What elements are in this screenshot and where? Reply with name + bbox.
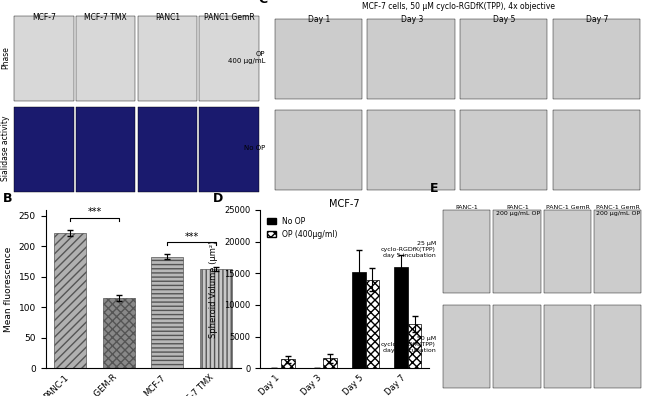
FancyBboxPatch shape (275, 19, 362, 99)
Text: D: D (213, 192, 223, 205)
Bar (365, 280, 379, 368)
FancyBboxPatch shape (544, 305, 591, 388)
FancyBboxPatch shape (544, 209, 591, 293)
Text: PANC-1 GemR: PANC-1 GemR (546, 205, 590, 210)
Bar (55, 233, 86, 368)
Y-axis label: Mean fluorescence: Mean fluorescence (4, 246, 13, 332)
Bar (103, 298, 135, 368)
FancyBboxPatch shape (594, 209, 642, 293)
Bar (395, 267, 408, 368)
Text: ***: *** (185, 232, 199, 242)
FancyBboxPatch shape (443, 209, 490, 293)
FancyBboxPatch shape (460, 19, 547, 99)
Bar (324, 358, 337, 368)
Bar (200, 269, 231, 368)
Text: C: C (258, 0, 267, 6)
Text: 50 µM
cyclo-RGDfK(TPP)
day 5 incubation: 50 µM cyclo-RGDfK(TPP) day 5 incubation (381, 336, 436, 353)
FancyBboxPatch shape (443, 305, 490, 388)
FancyBboxPatch shape (493, 305, 541, 388)
Text: B: B (3, 192, 12, 205)
FancyBboxPatch shape (138, 15, 197, 101)
FancyBboxPatch shape (14, 107, 73, 192)
Text: PANC-1
200 µg/mL OP: PANC-1 200 µg/mL OP (495, 205, 540, 215)
Text: No OP: No OP (244, 145, 266, 152)
Text: Day 1: Day 1 (308, 15, 330, 24)
Text: Phase: Phase (1, 46, 10, 69)
FancyBboxPatch shape (200, 15, 259, 101)
Text: PANC1: PANC1 (155, 13, 180, 22)
Bar (281, 360, 294, 368)
Title: MCF-7 cells, 50 µM cyclo-RGDfK(TPP), 4x objective: MCF-7 cells, 50 µM cyclo-RGDfK(TPP), 4x … (362, 2, 554, 11)
Bar (151, 257, 183, 368)
Text: Day 7: Day 7 (586, 15, 608, 24)
Text: PANC-1 GemR
200 µg/mL OP: PANC-1 GemR 200 µg/mL OP (596, 205, 640, 215)
FancyBboxPatch shape (138, 107, 197, 192)
Text: Day 5: Day 5 (493, 15, 515, 24)
FancyBboxPatch shape (594, 305, 642, 388)
Title: MCF-7: MCF-7 (329, 199, 360, 209)
Text: Sialidase activity: Sialidase activity (1, 116, 10, 181)
Text: PANC-1: PANC-1 (456, 205, 478, 210)
FancyBboxPatch shape (200, 107, 259, 192)
Text: 25 µM
cyclo-RGDfK(TPP)
day 5 incubation: 25 µM cyclo-RGDfK(TPP) day 5 incubation (381, 241, 436, 258)
FancyBboxPatch shape (14, 15, 73, 101)
FancyBboxPatch shape (367, 19, 454, 99)
FancyBboxPatch shape (76, 107, 135, 192)
FancyBboxPatch shape (493, 209, 541, 293)
FancyBboxPatch shape (552, 110, 640, 190)
FancyBboxPatch shape (367, 110, 454, 190)
FancyBboxPatch shape (275, 110, 362, 190)
Text: MCF-7 TMX: MCF-7 TMX (84, 13, 127, 22)
Bar (352, 272, 365, 368)
Legend: No OP, OP (400µg/ml): No OP, OP (400µg/ml) (264, 214, 341, 242)
FancyBboxPatch shape (76, 15, 135, 101)
Text: PANC1 GemR: PANC1 GemR (203, 13, 255, 22)
FancyBboxPatch shape (460, 110, 547, 190)
Bar (408, 324, 421, 368)
Text: E: E (430, 183, 438, 196)
Text: OP
400 µg/mL: OP 400 µg/mL (228, 51, 266, 64)
Text: ***: *** (87, 207, 101, 217)
FancyBboxPatch shape (552, 19, 640, 99)
Text: MCF-7: MCF-7 (32, 13, 56, 22)
Y-axis label: Spheroid Volume (µm²): Spheroid Volume (µm²) (209, 240, 218, 338)
Text: Day 3: Day 3 (401, 15, 423, 24)
